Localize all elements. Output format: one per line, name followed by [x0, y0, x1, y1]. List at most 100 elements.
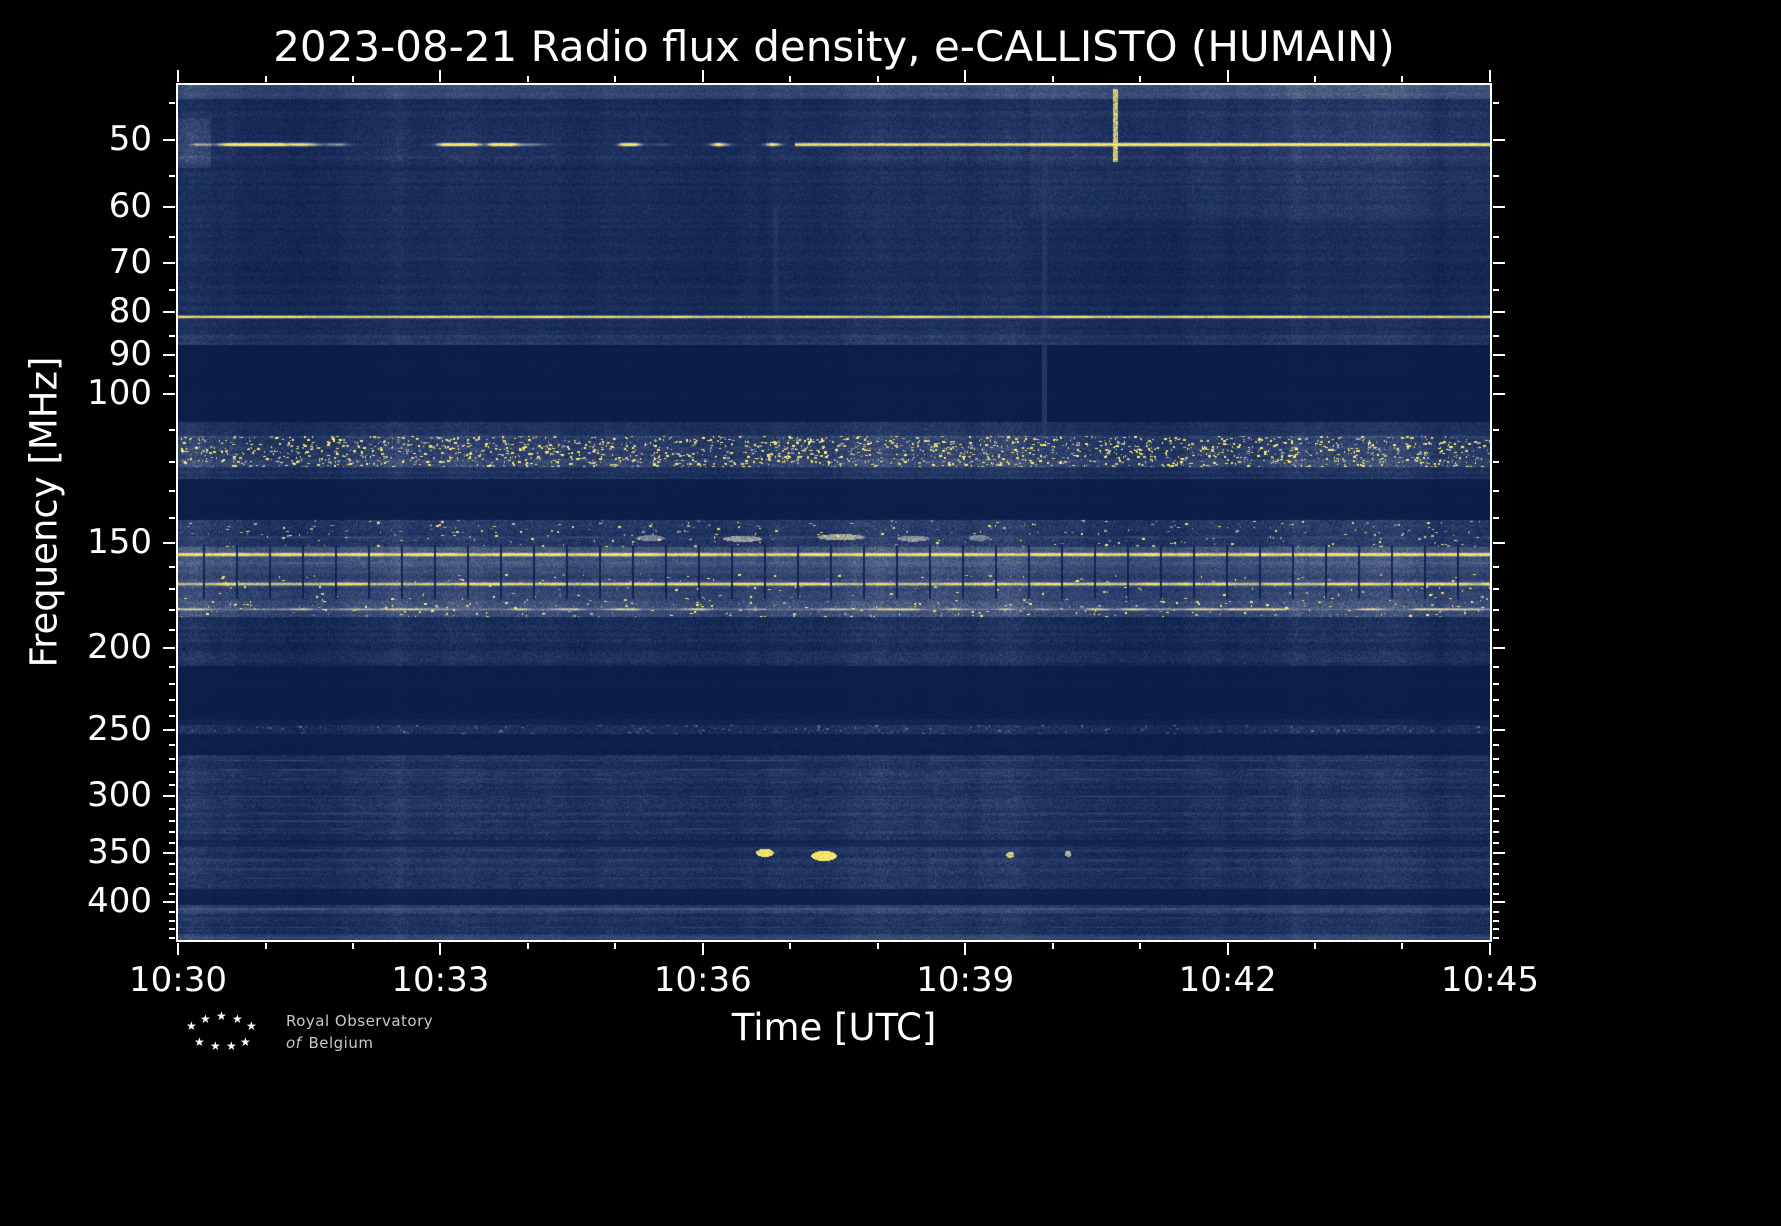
spectrogram-plot — [176, 83, 1492, 942]
x-tick-minor-top — [351, 76, 354, 82]
y-tick-minor — [169, 757, 175, 760]
y-tick-minor — [169, 873, 175, 876]
star-icon: ★ — [216, 1009, 227, 1023]
y-tick-minor-right — [1493, 101, 1499, 104]
spectrogram-canvas — [178, 85, 1490, 940]
x-tick-minor — [1051, 943, 1054, 949]
y-tick-minor-right — [1493, 517, 1499, 520]
y-tick-major-right — [1493, 262, 1505, 265]
y-tick-minor — [169, 609, 175, 612]
x-tick-minor-top — [264, 76, 267, 82]
x-tick-minor-top — [526, 76, 529, 82]
rob-logo-text-line2: of Belgium — [286, 1034, 373, 1052]
y-tick-major — [163, 646, 175, 649]
y-tick-minor — [169, 831, 175, 834]
y-tick-label: 60 — [108, 186, 152, 226]
x-tick-major — [701, 943, 704, 955]
y-tick-label: 200 — [87, 626, 152, 667]
y-tick-minor — [169, 863, 175, 866]
y-tick-minor-right — [1493, 882, 1499, 885]
rob-logo-text-belgium: Belgium — [308, 1034, 374, 1052]
y-tick-major-right — [1493, 795, 1505, 798]
y-tick-major-right — [1493, 393, 1505, 396]
y-tick-minor — [169, 882, 175, 885]
y-tick-major — [163, 900, 175, 903]
star-icon: ★ — [246, 1019, 257, 1033]
x-tick-major-top — [1489, 70, 1491, 82]
x-tick-major — [177, 943, 179, 955]
x-tick-label: 10:42 — [1178, 960, 1277, 1000]
x-tick-minor — [351, 943, 354, 949]
y-tick-label: 50 — [108, 119, 152, 160]
y-tick-minor — [169, 517, 175, 520]
y-tick-major-right — [1493, 311, 1505, 314]
x-tick-minor — [1401, 943, 1404, 949]
rob-logo-text-line1: Royal Observatory — [286, 1012, 434, 1030]
y-tick-minor-right — [1493, 919, 1499, 922]
y-tick-minor — [169, 714, 175, 717]
x-tick-label: 10:45 — [1441, 960, 1539, 1000]
y-tick-major-right — [1493, 541, 1505, 544]
x-tick-minor-top — [1314, 76, 1317, 82]
y-tick-major-right — [1493, 728, 1505, 731]
y-tick-minor-right — [1493, 873, 1499, 876]
y-tick-minor-right — [1493, 609, 1499, 612]
y-tick-label: 70 — [108, 242, 152, 283]
x-tick-minor-top — [614, 76, 617, 82]
y-tick-minor — [169, 460, 175, 463]
y-tick-major-right — [1493, 139, 1505, 142]
chart-title: 2023-08-21 Radio flux density, e-CALLIST… — [273, 22, 1395, 71]
y-tick-minor-right — [1493, 784, 1499, 786]
y-tick-minor-right — [1493, 820, 1499, 823]
y-tick-label: 100 — [87, 373, 152, 414]
y-tick-minor-right — [1493, 699, 1499, 702]
x-tick-major-top — [964, 70, 967, 82]
y-tick-minor — [169, 665, 175, 668]
x-tick-major-top — [439, 70, 442, 82]
x-tick-minor-top — [1401, 76, 1404, 82]
y-tick-major — [163, 354, 175, 357]
y-tick-minor — [169, 566, 175, 569]
y-tick-minor-right — [1493, 842, 1499, 845]
x-tick-minor — [526, 943, 529, 949]
x-tick-major-top — [1226, 70, 1229, 82]
y-tick-minor — [169, 699, 175, 702]
x-tick-label: 10:39 — [916, 960, 1015, 1000]
x-axis-label: Time [UTC] — [731, 1006, 937, 1049]
star-icon: ★ — [186, 1019, 197, 1033]
star-icon: ★ — [210, 1039, 221, 1053]
y-tick-minor-right — [1493, 682, 1499, 685]
y-tick-minor-right — [1493, 588, 1499, 591]
x-tick-minor-top — [1051, 76, 1054, 82]
y-tick-label: 150 — [87, 521, 152, 562]
star-icon: ★ — [232, 1012, 243, 1026]
y-tick-label: 400 — [87, 880, 152, 921]
y-tick-major — [163, 728, 175, 731]
y-tick-minor-right — [1493, 831, 1499, 834]
y-tick-minor-right — [1493, 928, 1499, 931]
y-tick-major — [163, 851, 175, 854]
x-tick-major — [964, 943, 967, 955]
y-tick-major-right — [1493, 646, 1505, 649]
y-tick-minor — [169, 629, 175, 632]
y-tick-minor-right — [1493, 375, 1499, 378]
star-icon: ★ — [194, 1035, 205, 1049]
y-tick-major — [163, 139, 175, 142]
x-tick-major — [1489, 943, 1491, 955]
y-tick-minor — [169, 101, 175, 104]
y-tick-minor — [169, 490, 175, 493]
y-tick-minor — [169, 842, 175, 845]
rob-logo-text-of: of — [286, 1034, 302, 1052]
x-tick-minor — [789, 943, 792, 949]
y-tick-major-right — [1493, 206, 1505, 208]
y-tick-minor-right — [1493, 665, 1499, 668]
y-tick-minor — [169, 808, 175, 811]
y-tick-label: 300 — [87, 775, 152, 816]
y-tick-minor — [169, 784, 175, 786]
y-tick-minor-right — [1493, 236, 1499, 239]
x-tick-major — [439, 943, 442, 955]
y-tick-major — [163, 795, 175, 798]
y-tick-minor-right — [1493, 910, 1499, 913]
x-tick-minor-top — [1139, 76, 1142, 82]
y-tick-minor — [169, 288, 175, 291]
